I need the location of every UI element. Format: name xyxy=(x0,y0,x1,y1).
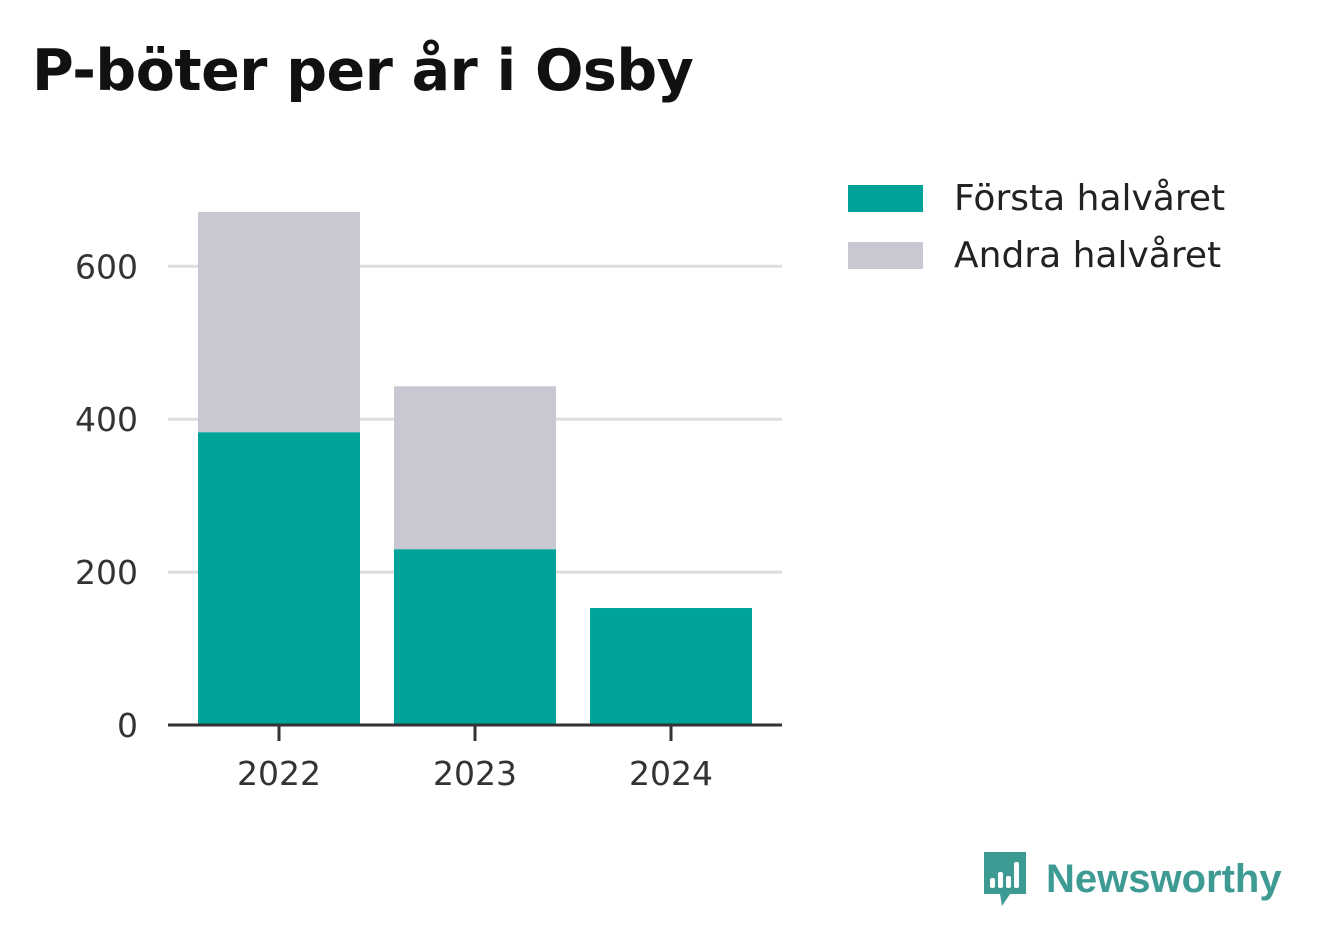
bar-2023-series-1 xyxy=(394,549,556,725)
bar-2022-series-2 xyxy=(198,212,360,433)
legend-label-first-half: Första halvåret xyxy=(954,178,1226,219)
legend: Första halvåret Andra halvåret xyxy=(848,170,1225,284)
legend-item-second-half: Andra halvåret xyxy=(848,227,1225,284)
x-axis: 2022 2023 2024 xyxy=(168,723,782,793)
legend-label-second-half: Andra halvåret xyxy=(954,235,1222,276)
legend-swatch-second-half xyxy=(848,242,923,269)
bar-2022-series-1 xyxy=(198,432,360,725)
legend-item-first-half: Första halvåret xyxy=(848,170,1225,227)
bar-2024-series-1 xyxy=(590,608,752,725)
x-tick-label-2023: 2023 xyxy=(433,754,517,793)
y-tick-label-600: 600 xyxy=(75,247,138,286)
legend-swatch-first-half xyxy=(848,185,923,212)
y-tick-label-0: 0 xyxy=(117,706,138,745)
y-tick-label-200: 200 xyxy=(75,553,138,592)
bars xyxy=(198,212,752,725)
x-tick-label-2022: 2022 xyxy=(237,754,321,793)
bar-2023-series-2 xyxy=(394,386,556,550)
y-axis: 0 200 400 600 xyxy=(75,247,138,745)
brand: Newsworthy xyxy=(980,848,1282,910)
y-tick-label-400: 400 xyxy=(75,400,138,439)
brand-name: Newsworthy xyxy=(1046,856,1282,901)
newsworthy-logo-icon xyxy=(984,852,1026,906)
chart-title: P-böter per år i Osby xyxy=(32,38,694,104)
bar-chart: 0 200 400 600 2022 2023 2024 xyxy=(75,212,782,793)
x-tick-label-2024: 2024 xyxy=(629,754,713,793)
